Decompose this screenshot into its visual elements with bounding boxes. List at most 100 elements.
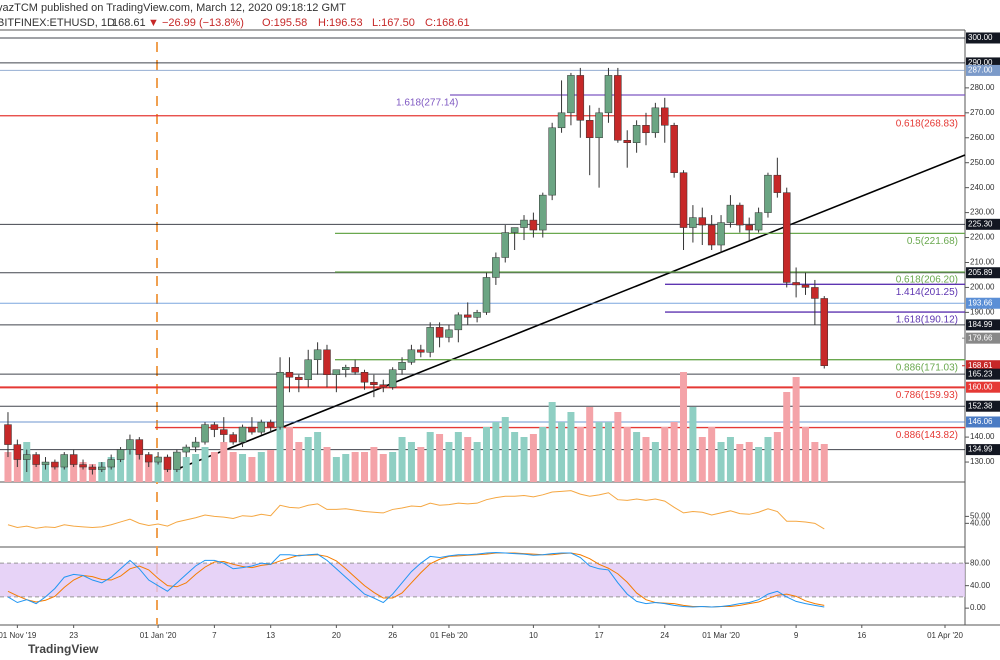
candle-body: [22, 454, 31, 460]
candle-body: [482, 277, 491, 313]
candle-body: [107, 459, 115, 468]
candle-body: [707, 224, 716, 246]
volume-bar: [773, 432, 781, 482]
candle-body: [163, 456, 172, 470]
volume-bar: [436, 434, 444, 482]
y-tick-label: 220.00: [970, 233, 995, 242]
candle-body: [529, 219, 538, 231]
y-tick-label: 280.00: [970, 83, 995, 92]
level-tag: 290.00: [968, 58, 993, 67]
candle-body: [60, 454, 69, 468]
symbol: BITFINEX:ETHUSD, 1D: [0, 17, 115, 29]
level-tag: 205.89: [968, 268, 993, 277]
volume-bar: [417, 447, 425, 482]
candle-body: [473, 312, 481, 318]
candle-body: [651, 107, 660, 134]
candle-body: [126, 439, 134, 450]
candle-body: [435, 327, 444, 338]
volume-bar: [210, 452, 218, 482]
volume-bar: [492, 422, 500, 482]
volume-bar: [79, 462, 87, 482]
volume-bar: [154, 462, 162, 482]
volume-bar: [351, 452, 359, 482]
level-tag-bg: [966, 360, 1000, 372]
candle-body: [98, 466, 106, 470]
volume-bar: [342, 454, 350, 482]
candle-body: [642, 125, 650, 134]
level-tag: 287.00: [968, 66, 993, 75]
volume-bar: [520, 437, 528, 482]
candle-body: [41, 461, 50, 465]
volume-bar: [304, 437, 312, 482]
fib-label: 0.618(206.20): [896, 275, 958, 286]
volume-bar: [42, 464, 50, 482]
candle-body: [567, 75, 575, 114]
candle-body: [576, 75, 585, 121]
candle-body: [370, 381, 378, 385]
volume-bar: [586, 407, 594, 482]
level-tag: 168.61: [968, 361, 993, 370]
volume-bar: [670, 422, 678, 482]
level-tag: 193.66: [968, 298, 993, 307]
volume-bar: [182, 457, 190, 482]
volume-bar: [370, 447, 378, 482]
candle-body: [51, 461, 59, 468]
volume-bar: [276, 407, 284, 482]
level-tag: 160.00: [968, 382, 993, 391]
rsi-tick-label: 50.00: [970, 512, 991, 521]
volume-bar: [680, 372, 688, 482]
candle-body: [726, 204, 735, 223]
candle-body: [595, 112, 603, 139]
candle-body: [201, 424, 209, 443]
candle-body: [548, 127, 556, 196]
candle-body: [698, 217, 707, 226]
fib-label: 0.618(268.83): [896, 118, 958, 129]
candle-body: [407, 349, 416, 363]
volume-bar: [51, 467, 59, 482]
volume-bar: [792, 377, 800, 482]
candle-body: [745, 224, 753, 231]
volume-bar: [192, 454, 200, 482]
volume-bar: [229, 452, 237, 482]
volume-bar: [464, 437, 472, 482]
stoch-tick-label: 80.00: [970, 558, 991, 567]
candle-body: [135, 439, 144, 455]
x-tick-label: 13: [266, 631, 275, 640]
candle-body: [220, 429, 228, 435]
candle-body: [266, 421, 275, 428]
candle-body: [604, 75, 613, 114]
volume-bar: [539, 427, 547, 482]
candle-body: [210, 424, 219, 430]
candle-body: [79, 464, 87, 468]
volume-bar: [32, 462, 40, 482]
level-tag: 184.99: [968, 320, 993, 329]
volume-bar: [689, 407, 697, 482]
volume-bar: [801, 427, 809, 482]
candle-body: [717, 222, 725, 246]
level-tag-bg: [966, 64, 1000, 76]
volume-bar: [726, 437, 734, 482]
stoch-k-line: [7, 551, 825, 608]
publisher: yazTCM published on TradingView.com, Mar…: [0, 2, 346, 14]
candle-body: [754, 212, 763, 231]
candle-body: [426, 327, 434, 353]
candle-body: [557, 112, 566, 129]
candle-body: [69, 454, 78, 465]
candle-body: [398, 362, 406, 370]
candle-body: [88, 466, 97, 470]
candle-body: [388, 369, 397, 388]
y-tick-label: 270.00: [970, 108, 995, 117]
candle-body: [379, 384, 388, 388]
y-tick-label: 210.00: [970, 258, 995, 267]
candle-body: [295, 376, 303, 380]
y-tick-label: 250.00: [970, 158, 995, 167]
volume-bar: [708, 427, 716, 482]
fib-label: 1.414(201.25): [896, 287, 958, 298]
candle-body: [4, 424, 12, 445]
y-tick-label: 230.00: [970, 208, 995, 217]
x-tick-label: 26: [388, 631, 397, 640]
fib-label: 1.618(190.12): [896, 315, 958, 326]
level-tag-bg: [966, 416, 1000, 428]
candle-body: [670, 125, 678, 173]
candle-body: [614, 75, 622, 141]
